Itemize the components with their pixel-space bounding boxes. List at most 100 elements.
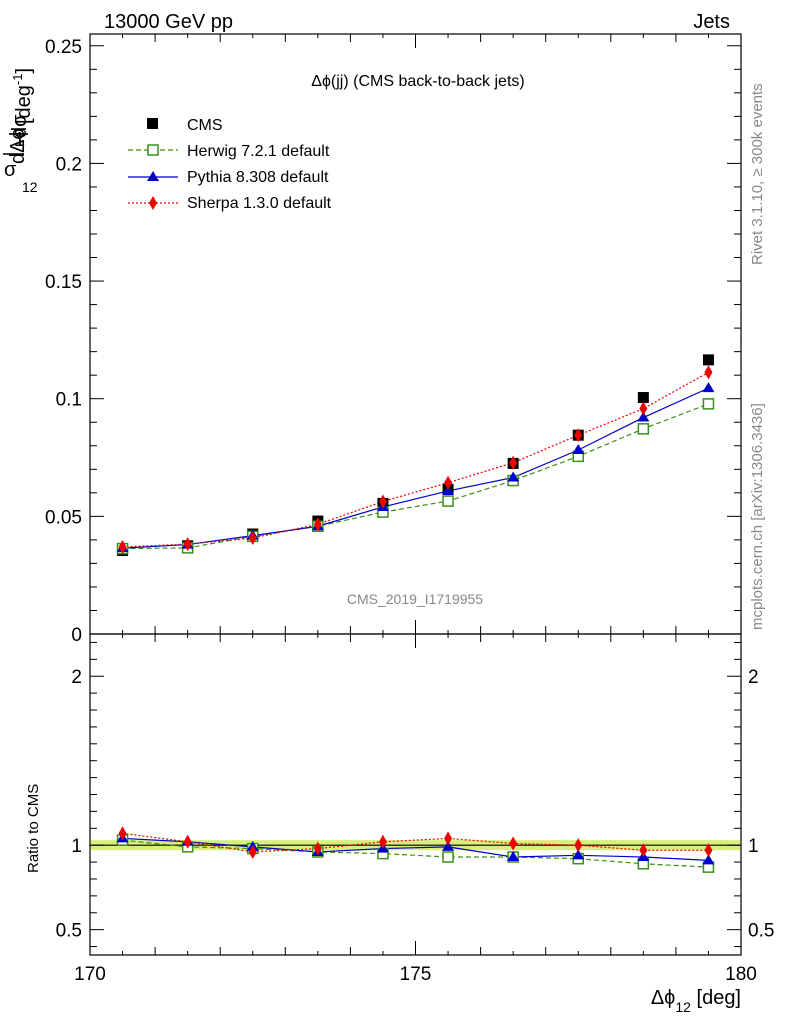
legend-entry-pythia: Pythia 8.308 default — [128, 169, 329, 186]
ratio-y-tick-label-right: 2 — [748, 667, 759, 688]
ratio-point-sherpa — [704, 843, 713, 858]
main-line-sherpa — [122, 371, 709, 548]
ratio-point-pythia — [572, 849, 585, 860]
watermark: CMS_2019_I1719955 — [347, 591, 483, 607]
ratio-point-sherpa — [509, 836, 518, 851]
ratio-point-sherpa — [378, 834, 387, 849]
main-line-herwig — [122, 403, 709, 550]
main-panel: 0 0.05 0.1 0.15 0.2 0.25 Δϕ(jj) (CMS back-to-… — [3, 33, 742, 646]
main-title: Δϕ(jj) (CMS back-to-back jets) — [311, 73, 524, 90]
x-axis-label: Δϕ12 [deg] — [651, 987, 741, 1015]
ratio-point-pythia — [702, 854, 715, 865]
main-point-sherpa — [378, 494, 387, 509]
legend-entry-sherpa: Sherpa 1.3.0 default — [128, 195, 332, 212]
rivet-label: Rivet 3.1.10, ≥ 300k events — [749, 83, 766, 265]
x-tick-label: 180 — [725, 964, 757, 985]
main-series-layer — [116, 354, 715, 556]
legend-marker-sherpa — [149, 196, 157, 210]
main-point-pythia — [637, 411, 650, 422]
ratio-point-sherpa — [639, 843, 648, 858]
header-right-label: Jets — [693, 11, 730, 33]
main-point-sherpa — [183, 537, 192, 552]
main-point-sherpa — [704, 365, 713, 380]
ratio-y-tick-label-right: 0.5 — [748, 921, 774, 942]
xlabel-sub: 12 — [675, 999, 691, 1015]
ratio-point-sherpa — [574, 838, 583, 853]
ylabel-frac-num: 1 — [14, 129, 25, 151]
ylabel-d-den: dΔϕ — [7, 128, 29, 164]
mcplots-label: mcplots.cern.ch [arXiv:1306.3436] — [749, 403, 766, 630]
ratio-line-herwig — [122, 839, 709, 868]
ratio-axis-ticks — [89, 634, 742, 955]
ratio-point-herwig — [442, 851, 454, 863]
ratio-line-pythia — [122, 837, 709, 861]
main-y-tick-label: 0.15 — [45, 272, 82, 293]
legend-entry-herwig: Herwig 7.2.1 default — [128, 143, 330, 160]
main-point-pythia — [507, 471, 520, 482]
main-point-cms — [702, 354, 714, 366]
ylabel-unit: [deg — [13, 85, 35, 124]
ylabel-frac-den: σ — [4, 159, 17, 181]
legend-marker-cms — [147, 118, 158, 129]
main-y-tick-label: 0.25 — [45, 37, 82, 58]
main-point-herwig — [442, 495, 454, 507]
ratio-panel: 0.5 0.51 12 2 Ratio to CMS 170 175 180 Δϕ12 [… — [25, 633, 775, 1015]
ratio-point-sherpa — [248, 844, 257, 859]
main-point-sherpa — [118, 539, 127, 554]
legend-marker-pythia — [147, 171, 159, 181]
main-y-tick-label: 0.05 — [45, 507, 82, 528]
ratio-y-tick-label: 0.5 — [56, 921, 82, 942]
main-y-tick-labels: 0 0.05 0.1 0.15 0.2 0.25 — [45, 37, 82, 646]
header-left-label: 13000 GeV pp — [104, 11, 233, 33]
ratio-point-sherpa — [444, 831, 453, 846]
main-y-tick-label: 0.2 — [56, 154, 82, 175]
ratio-y-tick-labels: 0.5 0.5 1 1 2 2 — [56, 667, 775, 941]
main-point-sherpa — [639, 401, 648, 416]
xlabel-main: Δϕ — [651, 987, 676, 1009]
ratio-point-pythia — [442, 840, 455, 851]
main-y-tick-label: 0.1 — [56, 390, 82, 411]
main-line-pythia — [122, 387, 709, 549]
x-tick-label: 170 — [74, 964, 106, 985]
ratio-y-axis-label: Ratio to CMS — [25, 784, 42, 873]
svg-text:[deg-1]: [deg-1] — [10, 68, 35, 124]
legend-label-cms: CMS — [187, 117, 223, 134]
main-point-sherpa — [574, 428, 583, 443]
main-point-pythia — [572, 444, 585, 454]
x-tick-labels: 170 175 180 — [74, 964, 757, 985]
ylabel-unit-sup: -1 — [10, 74, 25, 86]
ratio-point-sherpa — [183, 834, 192, 849]
legend-label-sherpa: Sherpa 1.3.0 default — [187, 195, 332, 212]
main-y-axis-label: 1 σ dσ dΔϕ 12 [deg-1] — [3, 68, 38, 195]
main-point-cms — [637, 392, 649, 404]
main-y-tick-label: 0 — [71, 625, 82, 646]
ratio-y-tick-label-right: 1 — [748, 836, 759, 857]
ylabel-d-num: dσ — [9, 114, 31, 138]
ratio-point-sherpa — [313, 841, 322, 856]
ratio-point-sherpa — [118, 826, 127, 841]
legend-marker-herwig — [147, 144, 159, 156]
legend-entry-cms: CMS — [147, 117, 223, 134]
ylabel-d-den-sub: 12 — [22, 179, 38, 195]
ratio-y-tick-label: 2 — [71, 667, 82, 688]
main-point-pythia — [442, 484, 455, 495]
legend-label-herwig: Herwig 7.2.1 default — [187, 143, 330, 160]
legend-label-pythia: Pythia 8.308 default — [187, 169, 329, 186]
ratio-frame — [89, 633, 742, 956]
main-point-sherpa — [248, 531, 257, 545]
main-point-sherpa — [313, 517, 322, 532]
ylabel-unit-end: ] — [13, 68, 35, 74]
main-point-herwig — [637, 423, 650, 435]
main-point-herwig — [702, 398, 715, 410]
ratio-point-pythia — [507, 851, 520, 862]
x-tick-label: 175 — [400, 964, 432, 985]
main-point-sherpa — [444, 475, 453, 490]
ratio-series-layer — [116, 826, 715, 873]
ratio-y-tick-label: 1 — [71, 836, 82, 857]
main-axis-ticks — [89, 34, 742, 635]
main-point-sherpa — [509, 455, 518, 470]
xlabel-unit: [deg] — [691, 987, 741, 1009]
main-point-pythia — [702, 382, 715, 393]
legend: CMS Herwig 7.2.1 default Pythia 8.308 de… — [128, 117, 332, 212]
